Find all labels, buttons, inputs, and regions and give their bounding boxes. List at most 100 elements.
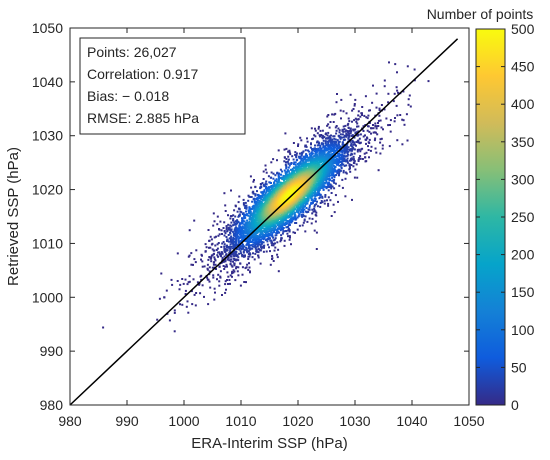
data-point (278, 225, 281, 228)
data-point (299, 210, 302, 213)
data-point (261, 182, 264, 185)
data-point (295, 154, 297, 157)
data-point (254, 233, 257, 236)
data-point (223, 243, 226, 246)
data-point (304, 145, 307, 148)
data-point (208, 246, 210, 249)
data-point (310, 222, 313, 225)
data-point (229, 274, 232, 277)
data-point (348, 130, 351, 132)
data-point (248, 211, 251, 214)
data-point (283, 244, 286, 247)
data-point (337, 200, 339, 203)
data-point (304, 169, 307, 172)
data-point (339, 153, 342, 156)
data-point (364, 160, 367, 163)
data-point (244, 267, 247, 270)
data-point (276, 229, 279, 232)
data-point (285, 230, 288, 232)
data-point (341, 151, 344, 154)
data-point (330, 161, 333, 164)
data-point (338, 172, 341, 175)
data-point (207, 303, 210, 306)
data-point (229, 260, 232, 263)
data-point (256, 245, 259, 248)
data-point (359, 133, 362, 136)
data-point (317, 125, 320, 128)
data-point (260, 235, 263, 238)
data-point (333, 113, 336, 116)
data-point (264, 199, 266, 201)
data-point (323, 136, 326, 139)
data-point (266, 196, 269, 199)
data-point (338, 131, 341, 134)
data-point (321, 195, 324, 198)
data-point (272, 223, 275, 226)
data-point (227, 256, 230, 259)
data-point (235, 267, 237, 270)
data-point (284, 163, 287, 166)
data-point (220, 246, 223, 248)
data-point (307, 194, 309, 197)
data-point (360, 148, 363, 151)
data-point (213, 256, 216, 259)
data-point (254, 194, 257, 197)
data-point (366, 129, 369, 132)
data-point (327, 202, 330, 205)
data-point (225, 263, 228, 266)
data-point (300, 208, 303, 211)
data-point (163, 296, 166, 299)
data-point (253, 179, 255, 181)
data-point (335, 174, 338, 176)
data-point (361, 114, 363, 116)
data-point (356, 176, 359, 179)
data-point (293, 163, 295, 166)
data-point (322, 188, 325, 191)
data-point (227, 283, 229, 285)
data-point (210, 260, 213, 263)
data-point (231, 275, 233, 278)
data-point (319, 205, 322, 208)
data-point (262, 197, 265, 200)
data-point (349, 140, 352, 143)
data-point (331, 179, 334, 182)
data-point (261, 199, 264, 202)
data-point (336, 139, 339, 142)
data-point (249, 175, 252, 178)
data-point (230, 264, 233, 267)
data-point (208, 266, 211, 269)
data-point (280, 173, 283, 176)
data-point (226, 279, 228, 281)
data-point (330, 187, 333, 190)
data-point (277, 248, 280, 251)
data-point (248, 232, 251, 235)
data-point (237, 274, 240, 277)
data-point (252, 239, 254, 241)
data-point (235, 243, 238, 246)
data-point (242, 243, 244, 246)
data-point (395, 104, 398, 107)
data-point (340, 155, 343, 158)
data-point (244, 201, 247, 204)
data-point (262, 241, 265, 244)
data-point (245, 248, 248, 251)
data-point (251, 215, 254, 218)
data-point (236, 220, 238, 223)
data-point (304, 149, 307, 152)
data-point (346, 130, 349, 133)
data-point (312, 210, 315, 213)
data-point (265, 250, 268, 253)
data-point (294, 169, 297, 172)
data-point (413, 68, 416, 71)
data-point (240, 226, 243, 229)
data-point (393, 92, 396, 95)
data-point (294, 217, 297, 220)
data-point (296, 216, 299, 219)
data-point (338, 129, 341, 132)
data-point (326, 124, 329, 127)
data-point (266, 240, 269, 243)
data-point (288, 151, 291, 154)
data-point (257, 237, 260, 240)
data-point (319, 196, 322, 199)
data-point (314, 135, 317, 138)
